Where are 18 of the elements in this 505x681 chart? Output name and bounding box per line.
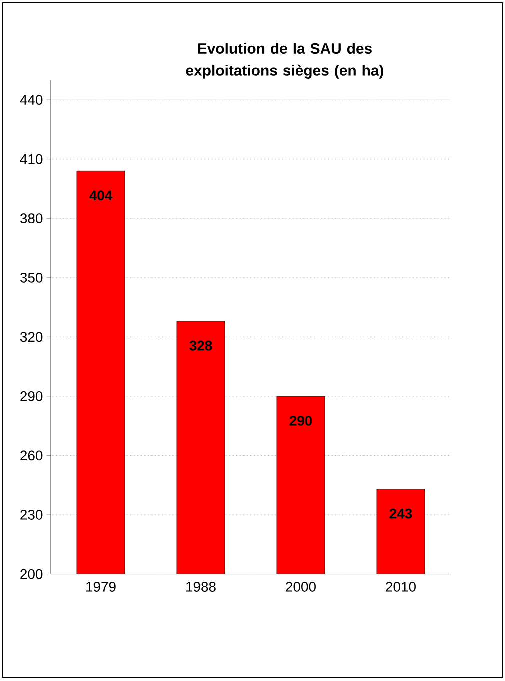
y-tick-label: 320: [20, 332, 43, 342]
y-tick-label: 230: [20, 510, 43, 520]
data-label: 328: [190, 340, 212, 351]
y-tick-label: 350: [20, 272, 43, 283]
y-tick-label: 380: [20, 214, 43, 224]
x-tick-label: 2010: [386, 582, 416, 592]
y-tick-label: 440: [20, 95, 43, 105]
x-tick-label: 1979: [86, 582, 116, 592]
data-label: 404: [90, 190, 113, 201]
y-tick-label: 410: [20, 154, 43, 164]
y-tick-label: 200: [20, 569, 43, 580]
chart-title: Evolution de la SAU des exploitations sièges (en ha): [186, 43, 384, 79]
x-tick-label: 1988: [186, 582, 216, 592]
data-label: 243: [390, 508, 412, 519]
y-tick-label: 260: [20, 450, 43, 461]
x-tick-label: 2000: [286, 582, 316, 592]
y-tick-label: 290: [20, 392, 43, 402]
data-label: 290: [290, 416, 312, 426]
